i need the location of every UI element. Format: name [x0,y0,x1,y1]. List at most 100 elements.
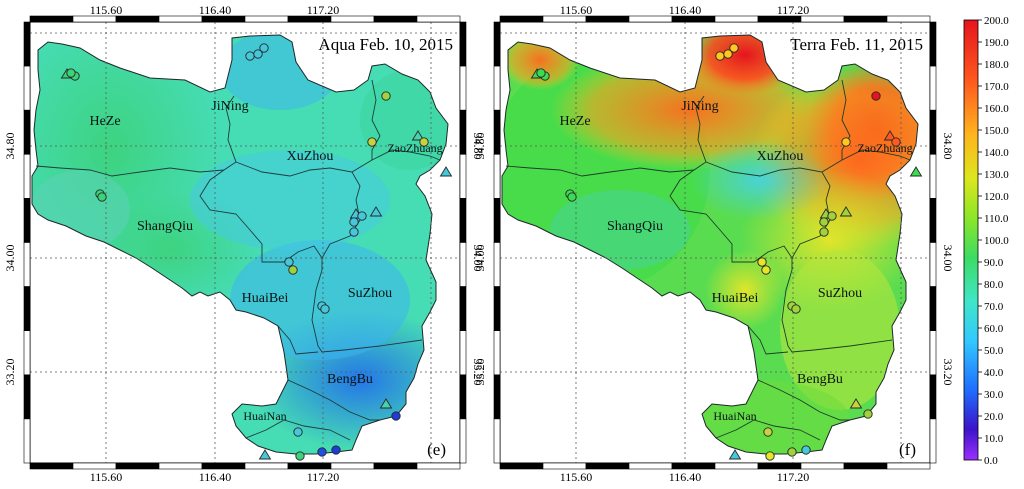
station-markers [530,43,923,461]
city-label-zaozhuang: ZaoZhuang [387,141,442,155]
frame-bar [929,374,937,420]
boundary-line [287,379,380,421]
frame-bar [714,15,759,23]
x-tick-label-top: 116.40 [669,3,702,17]
station-triangle [909,166,923,177]
station-circle [567,192,577,202]
colorbar-tick-label: 160.0 [984,103,1009,115]
panel-title: Terra Feb. 11, 2015 [790,35,923,54]
frame-bar [929,242,937,287]
x-tick-labels: 115.60 115.60 116.40 116.40 117.20 117.20 [560,3,810,484]
station-circle [293,427,303,437]
station-circle [871,91,881,101]
city-label-huaibei: HuaiBei [242,291,289,306]
boundary-line [262,245,323,263]
station-circle [284,257,294,267]
station-circle [357,211,367,221]
frame-bar [201,462,246,470]
frame-bar [244,15,289,23]
frame-bar [23,21,31,67]
frame-bar [459,109,467,155]
station-circle [787,447,797,457]
station-circle [863,409,873,419]
frame-bar [459,242,467,287]
frame-bar [671,462,716,470]
station-triangle [839,206,853,217]
station-circle [757,257,767,267]
city-label-huainan: HuaiNan [713,409,756,423]
admin-borders [35,79,441,441]
y-tick-label-right: 34.00 [941,245,955,272]
frame-bar [459,374,467,420]
station-circle [729,43,739,53]
colorbar-ramp [963,19,979,461]
station-circle [819,217,829,227]
y-tick-labels: 34.80 34.80 34.00 34.00 33.20 33.20 [3,133,485,386]
colorbar-tick-label: 10.0 [984,433,1004,445]
city-label-huaibei: HuaiBei [712,291,759,306]
city-labels: HeZe JiNing XuZhou ZaoZhuang ShangQiu HuaiBei… [89,99,442,423]
frame-bar [115,15,160,23]
city-label-suzhou: SuZhou [818,286,862,301]
colorbar-tick-label: 80.0 [984,279,1004,291]
x-tick-label-top: 115.60 [560,3,593,17]
frame-bar [459,21,467,67]
frame-bar [714,462,759,470]
colorbar-tick-label: 70.0 [984,301,1004,313]
boundary-line [371,79,381,160]
station-circle [259,43,269,53]
colorbar-tick-labels: 200.0 190.0 180.0 170.0 160.0 150.0 140.0 130.0… [978,15,1009,467]
city-label-bengbu: BengBu [327,372,373,387]
x-tick-label-top: 115.60 [90,3,123,17]
station-circle [761,265,771,275]
y-tick-labels: 34.80 34.80 34.00 34.00 33.20 33.20 [473,133,955,386]
frame-bar [416,15,461,23]
frame-bar [628,462,673,470]
frame-bar [29,462,74,470]
station-circle [349,217,359,227]
frame-bar [72,462,117,470]
x-tick-label-bottom: 115.60 [560,470,593,484]
boundary-line [505,95,707,177]
station-triangle [849,398,863,409]
station-triangle [258,449,272,460]
y-tick-label-left: 34.80 [3,133,17,160]
frame-bar [158,15,203,23]
station-markers [60,43,453,461]
station-circle [381,91,391,101]
boundary-line [277,325,319,355]
y-tick-label-right: 33.20 [471,359,485,386]
station-circle [765,451,775,461]
grid-lines [30,22,460,463]
frame-bar [886,462,931,470]
map-panel-e: HeZe JiNing XuZhou ZaoZhuang ShangQiu HuaiBei… [3,3,485,484]
colorbar-tick-label: 130.0 [984,169,1009,181]
station-circle [66,68,76,78]
x-tick-label-top: 117.20 [307,3,340,17]
boundary-line [821,149,911,173]
frame-bar [373,15,418,23]
frame-bar [929,154,937,199]
x-tick-label-bottom: 117.20 [777,470,810,484]
station-circle [819,227,829,237]
frame-bar [23,286,31,332]
station-triangle [411,130,425,141]
y-tick-label-right: 34.80 [941,133,955,160]
x-tick-label-top: 116.40 [199,3,232,17]
colorbar-tick-label: 40.0 [984,367,1004,379]
city-label-shangqiu: ShangQiu [607,219,663,234]
grid-lines [500,22,930,463]
colorbar-tick-label: 30.0 [984,389,1004,401]
frame-bar [23,65,31,111]
boundary-line [245,419,351,441]
frame-bar [23,109,31,155]
colorbar: 200.0 190.0 180.0 170.0 160.0 150.0 140.0 130.0… [963,15,1009,467]
frame-bar [493,286,501,332]
city-label-heze: HeZe [559,114,590,129]
city-label-huainan: HuaiNan [243,409,286,423]
map-panel-f: HeZe JiNing XuZhou ZaoZhuang ShangQiu HuaiBei… [473,3,955,484]
frame-bar [459,330,467,376]
frame-bar [929,21,937,67]
station-circle [317,447,327,457]
